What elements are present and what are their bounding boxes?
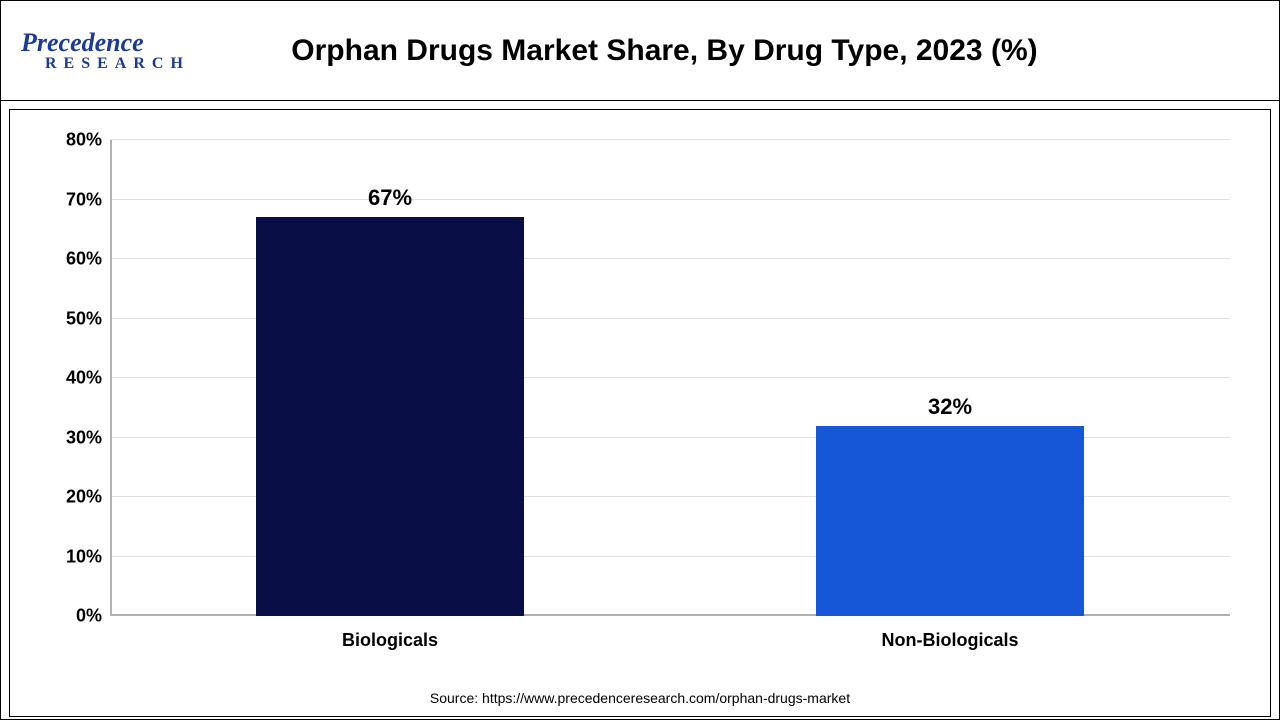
y-axis-line: [110, 140, 112, 616]
bar: 67%: [256, 217, 525, 616]
source-citation: Source: https://www.precedenceresearch.c…: [10, 690, 1270, 706]
x-axis-category-label: Biologicals: [342, 630, 438, 651]
bar-value-label: 32%: [816, 394, 1085, 420]
y-axis-tick-label: 0%: [76, 606, 102, 627]
y-axis-tick-label: 20%: [66, 487, 102, 508]
bar-value-label: 67%: [256, 185, 525, 211]
grid-line: [110, 139, 1230, 140]
chart-panel: 0% 10% 20% 30% 40% 50% 60% 70% 80% 67% Biologicals…: [9, 109, 1271, 717]
x-axis-category-label: Non-Biologicals: [881, 630, 1018, 651]
y-axis-tick-label: 50%: [66, 308, 102, 329]
bar: 32%: [816, 426, 1085, 616]
logo-line1: Precedence: [21, 28, 144, 57]
chart-title: Orphan Drugs Market Share, By Drug Type,…: [190, 33, 1259, 69]
chart-container: Precedence RESEARCH Orphan Drugs Market …: [0, 0, 1280, 720]
y-axis-tick-label: 80%: [66, 130, 102, 151]
plot-area: 0%10%20%30%40%50%60%70%80%67%Biologicals…: [110, 140, 1230, 616]
brand-logo: Precedence RESEARCH: [21, 30, 190, 72]
header: Precedence RESEARCH Orphan Drugs Market …: [1, 1, 1279, 101]
y-axis-tick-label: 70%: [66, 189, 102, 210]
y-axis-tick-label: 60%: [66, 249, 102, 270]
y-axis-tick-label: 10%: [66, 546, 102, 567]
y-axis-tick-label: 30%: [66, 427, 102, 448]
y-axis-tick-label: 40%: [66, 368, 102, 389]
logo-line2: RESEARCH: [45, 56, 190, 72]
